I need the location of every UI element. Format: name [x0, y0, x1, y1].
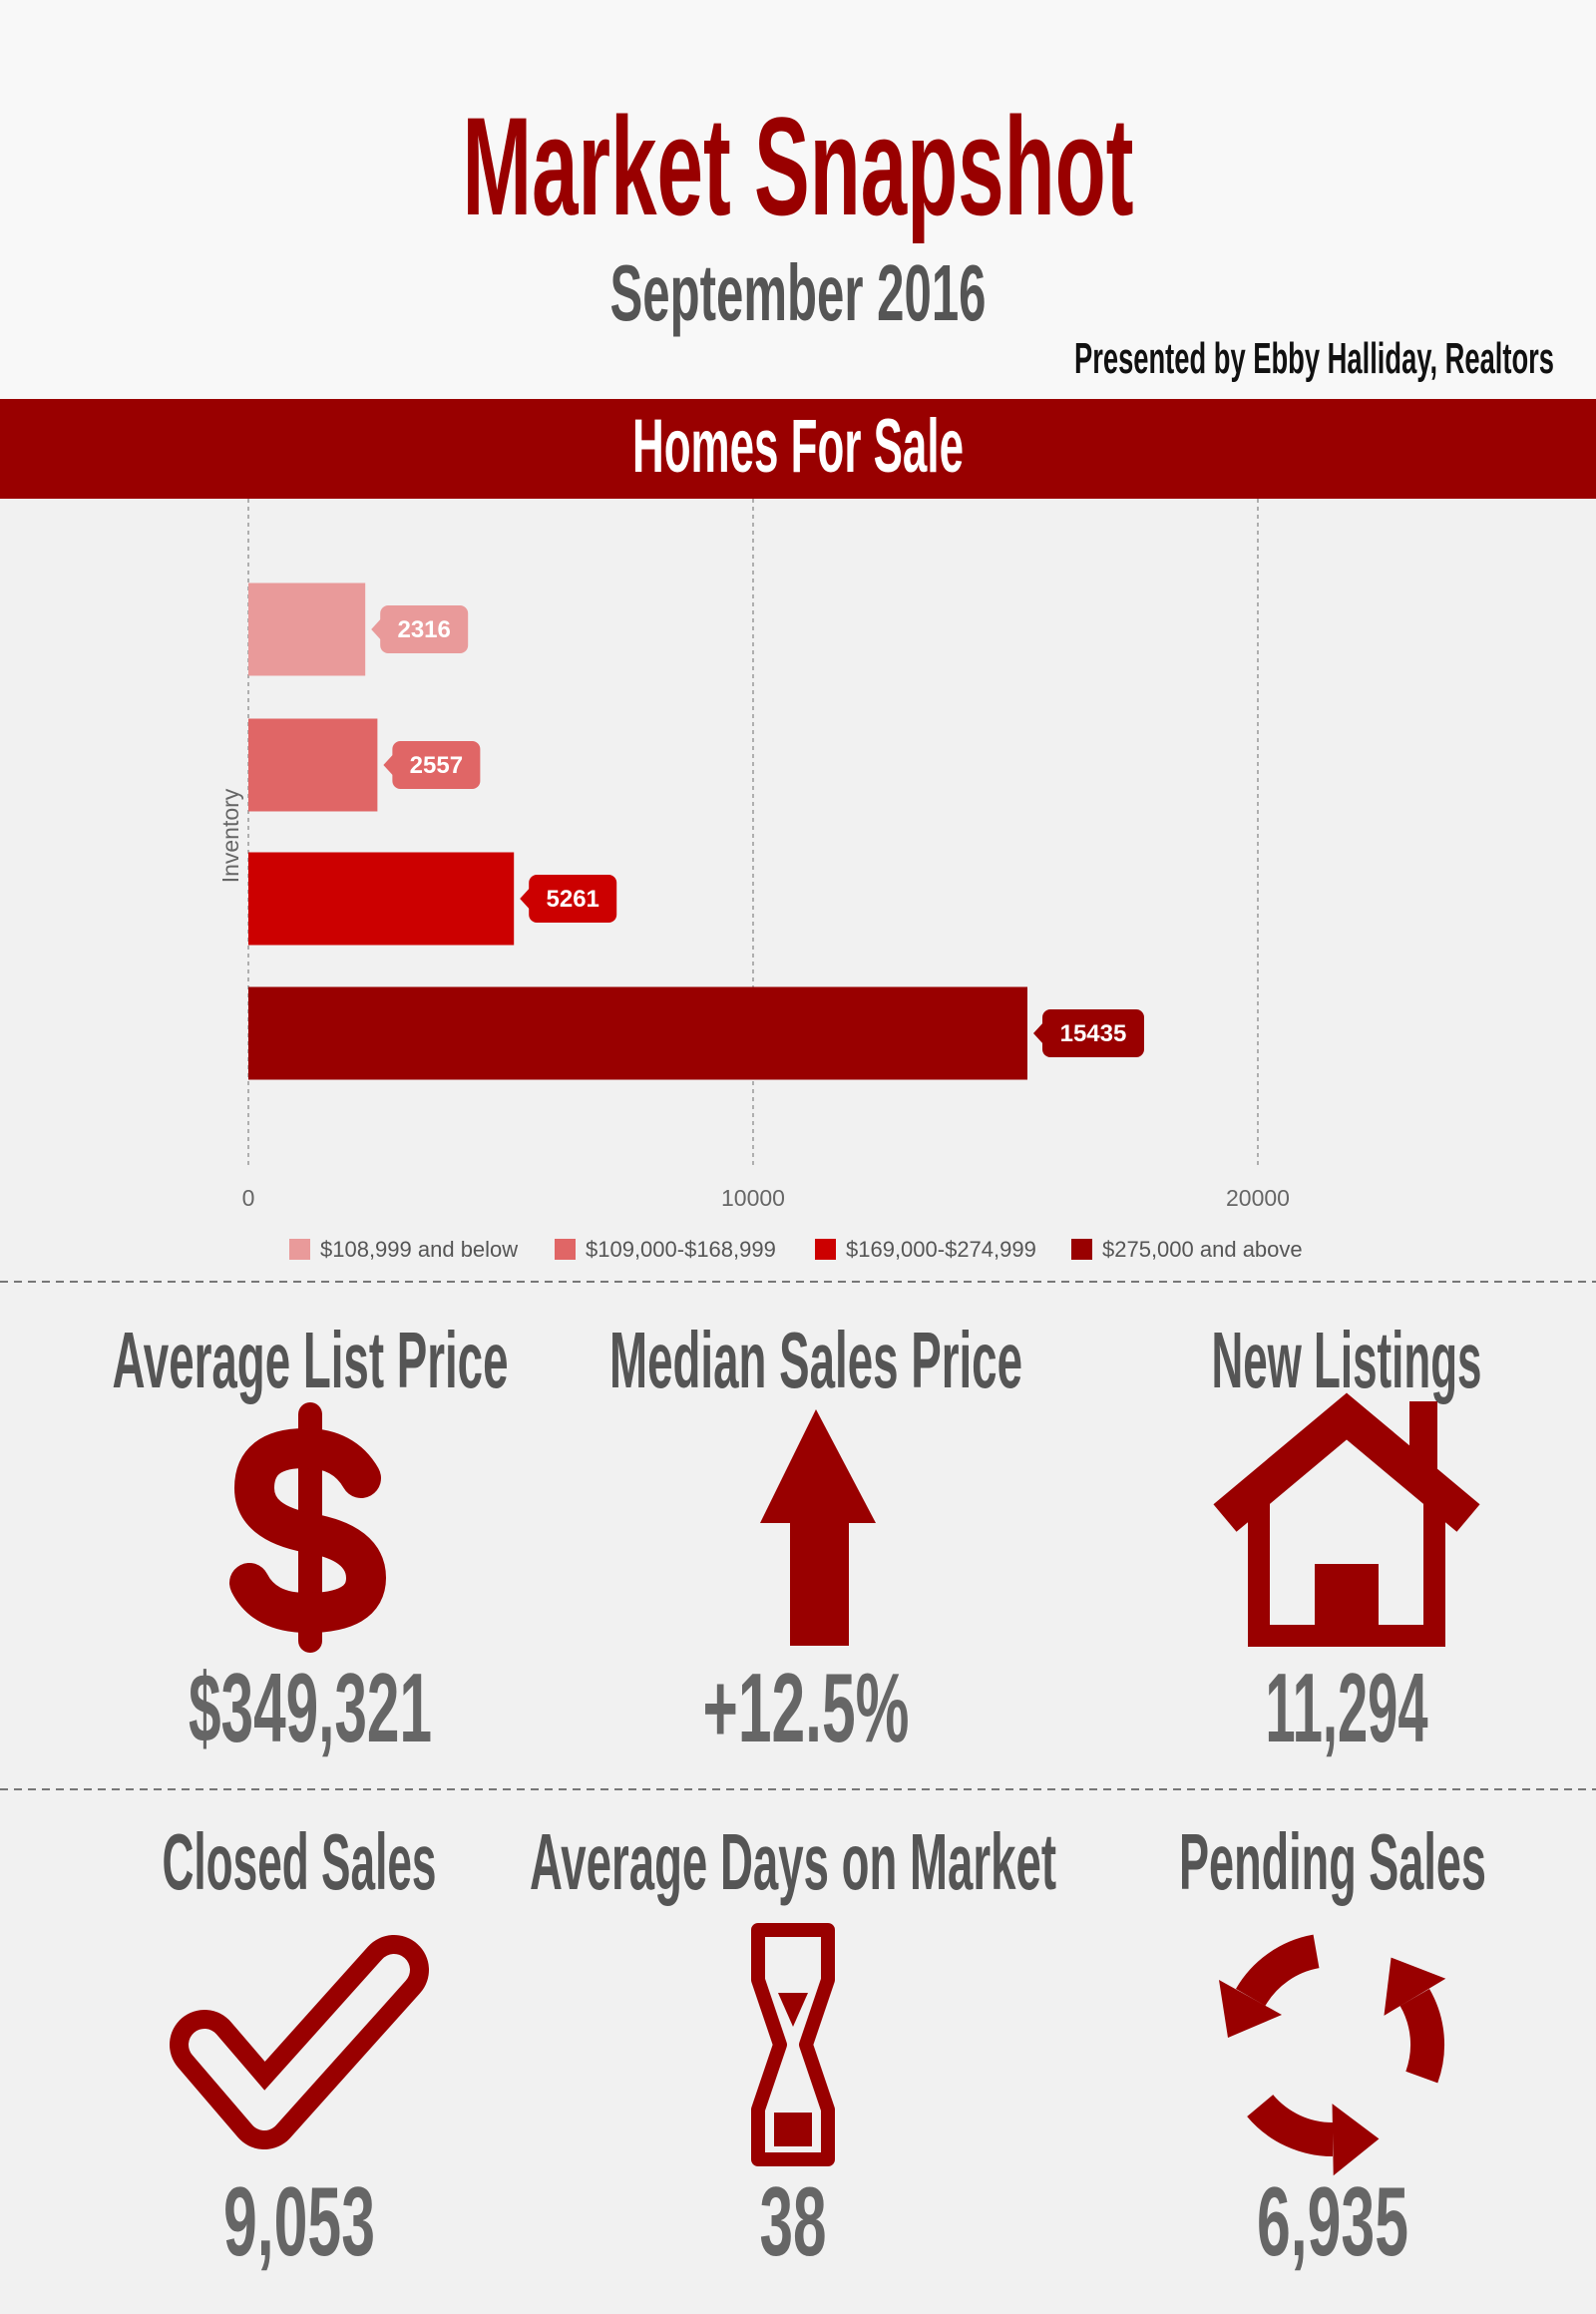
bar — [248, 852, 515, 946]
house-icon — [1213, 1392, 1480, 1647]
bar — [248, 582, 366, 676]
value-label-box — [1041, 1009, 1144, 1057]
stat-value: $349,321 — [189, 1653, 432, 1762]
check-icon — [170, 1935, 429, 2149]
bar-chart: 0 10000 20000 Inventory 2316 2557 5261 15435 $10… — [217, 499, 1303, 1262]
stat-label: Average Days on Market — [530, 1817, 1056, 1906]
stat-value: 6,935 — [1257, 2166, 1408, 2276]
value-label-box — [529, 875, 617, 923]
stat-value: 38 — [760, 2166, 827, 2276]
value-label-pointer — [520, 887, 532, 911]
x-tick-label: 0 — [242, 1185, 255, 1211]
y-axis-label: Inventory — [217, 788, 243, 883]
x-tick-label: 20000 — [1226, 1185, 1290, 1211]
title: Market Snapshot — [463, 88, 1134, 244]
subtitle: September 2016 — [610, 248, 987, 337]
bar — [248, 718, 378, 812]
value-label-pointer — [383, 753, 395, 777]
stat-label: Closed Sales — [163, 1817, 437, 1906]
stat-label: New Listings — [1212, 1316, 1482, 1404]
arrow-icon — [760, 1409, 876, 1646]
value-label-box — [380, 605, 469, 653]
legend-label: $108,999 and below — [320, 1237, 518, 1262]
value-label: 5261 — [547, 886, 599, 913]
recycle-icon — [1219, 1934, 1446, 2176]
value-label: 15435 — [1060, 1020, 1127, 1047]
value-label-pointer — [371, 617, 383, 641]
legend-swatch — [815, 1239, 836, 1260]
section-title: Homes For Sale — [632, 404, 964, 489]
value-label-pointer — [1032, 1021, 1044, 1045]
hourglass-icon — [751, 1923, 835, 2166]
stat-value: +12.5% — [703, 1653, 910, 1762]
stat-label: Pending Sales — [1179, 1817, 1486, 1906]
stat-value: 11,294 — [1266, 1653, 1428, 1762]
section-band — [0, 399, 1596, 499]
legend-label: $169,000-$274,999 — [846, 1237, 1036, 1262]
legend-label: $275,000 and above — [1102, 1237, 1303, 1262]
dollar-icon — [229, 1402, 387, 1653]
stat-value: 9,053 — [223, 2166, 375, 2276]
value-label-box — [392, 741, 481, 789]
presenter: Presented by Ebby Halliday, Realtors — [1074, 334, 1554, 383]
legend-swatch — [555, 1239, 576, 1260]
stat-label: Average List Price — [113, 1316, 509, 1404]
header-background — [0, 0, 1596, 399]
legend-swatch — [289, 1239, 310, 1260]
value-label: 2557 — [410, 752, 463, 779]
legend-label: $109,000-$168,999 — [586, 1237, 776, 1262]
stat-label: Median Sales Price — [609, 1316, 1022, 1404]
value-label: 2316 — [397, 616, 450, 643]
legend-swatch — [1071, 1239, 1092, 1260]
bar — [248, 986, 1027, 1080]
x-tick-label: 10000 — [721, 1185, 785, 1211]
